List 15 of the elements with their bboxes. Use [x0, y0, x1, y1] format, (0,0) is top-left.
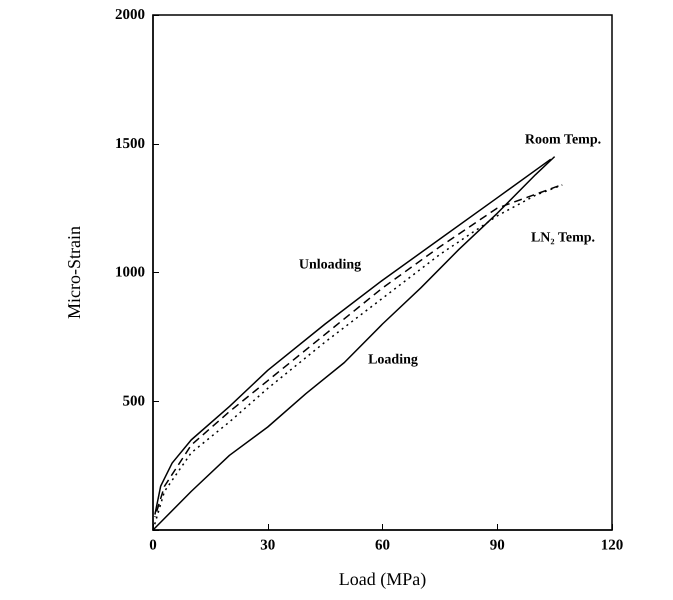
- y-tick-label: 1000: [115, 264, 145, 280]
- annotation: Unloading: [298, 258, 362, 272]
- x-tick-label: 120: [600, 538, 624, 554]
- x-tick-label: 60: [375, 538, 390, 554]
- x-tick-label: 90: [490, 538, 505, 554]
- x-tick-label: 30: [260, 538, 276, 554]
- annotation: LN₂ Temp.: [530, 230, 596, 246]
- annotation: Loading: [368, 352, 418, 368]
- y-tick-label: 2000: [115, 7, 145, 23]
- x-axis-title: Load (MPa): [338, 569, 426, 589]
- y-tick-label: 500: [122, 393, 145, 410]
- y-axis-title: Micro-Strain: [64, 226, 84, 319]
- y-tick-label: 1500: [115, 136, 145, 152]
- x-tick-label: 0: [149, 538, 157, 554]
- annotation: Room Temp.: [524, 132, 602, 148]
